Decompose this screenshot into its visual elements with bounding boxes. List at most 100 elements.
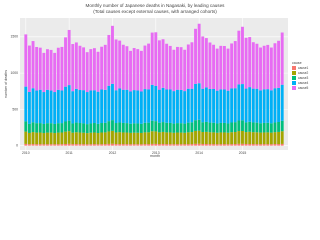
bar-segment	[157, 40, 161, 90]
legend-swatch	[292, 76, 296, 80]
bar-segment	[194, 130, 197, 144]
bar-segment	[67, 120, 71, 132]
bar-segment	[197, 130, 201, 144]
bar-segment	[49, 90, 53, 124]
bar-segment	[226, 48, 230, 91]
bar-segment	[64, 143, 67, 146]
legend-swatch	[292, 71, 296, 75]
bar-segment	[165, 144, 169, 146]
bar-segment	[121, 44, 125, 90]
bar-segment	[114, 90, 118, 124]
bar-segment	[248, 131, 252, 144]
bar-segment	[42, 123, 46, 134]
bar-segment	[103, 122, 107, 133]
bar-segment	[215, 132, 219, 145]
bar-segment	[255, 132, 259, 145]
y-axis-label: number of deaths	[4, 70, 8, 98]
bar-segment	[35, 123, 39, 133]
bar-segment	[64, 86, 67, 122]
bar-segment	[262, 45, 266, 90]
bar-segment	[150, 120, 154, 132]
bar-segment	[96, 91, 100, 124]
bar-segment	[27, 45, 31, 92]
bar-segment	[194, 143, 197, 146]
bar-segment	[237, 131, 241, 144]
bar-segment	[96, 123, 100, 134]
bar-segment	[194, 120, 197, 131]
x-tick-label: 2012	[109, 151, 117, 155]
bar-segment	[136, 123, 140, 133]
bar-segment	[201, 88, 205, 123]
bar-segment	[78, 90, 82, 124]
bar-segment	[132, 123, 136, 133]
bar-segment	[46, 89, 49, 124]
bar-segment	[85, 144, 89, 146]
bar-segment	[208, 144, 212, 146]
bar-segment	[251, 42, 255, 89]
bar-segment	[42, 144, 46, 146]
bar-segment	[56, 47, 60, 90]
bar-segment	[103, 89, 107, 123]
bar-segment	[237, 120, 241, 132]
bar-segment	[161, 143, 165, 146]
bar-segment	[143, 45, 147, 90]
bar-segment	[136, 90, 140, 124]
bar-segment	[262, 132, 266, 145]
bar-segment	[78, 144, 82, 146]
bar-segment	[219, 45, 223, 90]
chart: Monthly number of Japanese deaths in Nag…	[4, 3, 309, 158]
bar-segment	[190, 88, 194, 123]
bar-segment	[280, 143, 284, 146]
bar-segment	[139, 144, 143, 146]
bar-segment	[107, 143, 111, 146]
bar-segment	[35, 132, 39, 145]
bar-segment	[64, 121, 67, 132]
bar-segment	[168, 45, 172, 90]
bar-segment	[241, 143, 244, 146]
bar-segment	[125, 144, 129, 146]
bar-segment	[176, 123, 179, 133]
bar-segment	[46, 123, 49, 133]
bar-segment	[118, 144, 122, 146]
bar-segment	[154, 85, 158, 122]
bar-segment	[273, 132, 277, 145]
bar-segment	[74, 42, 78, 89]
bar-segment	[165, 122, 169, 133]
bar-segment	[277, 40, 281, 88]
bar-segment	[176, 89, 179, 124]
bar-segment	[31, 41, 35, 89]
legend-swatch	[292, 66, 296, 70]
bar-segment	[186, 88, 190, 123]
bar-segment	[31, 122, 35, 133]
bar-segment	[82, 132, 86, 145]
bar-segment	[125, 46, 129, 90]
bar-segment	[259, 132, 262, 145]
bar-segment	[269, 144, 273, 146]
bar-segment	[71, 91, 75, 124]
bar-segment	[266, 132, 270, 145]
bar-segment	[273, 88, 277, 123]
bar-segment	[139, 50, 143, 92]
bar-segment	[259, 144, 262, 146]
bar-segment	[233, 41, 237, 89]
bar-segment	[74, 88, 78, 123]
bar-segment	[74, 132, 78, 145]
x-tick-label: 2010	[22, 151, 30, 155]
bar-segment	[244, 122, 248, 133]
bar-segment	[56, 132, 60, 145]
bar-segment	[147, 122, 151, 133]
bar-segment	[154, 131, 158, 144]
bar-segment	[233, 88, 237, 123]
bar-segment	[233, 144, 237, 146]
bar-segment	[219, 144, 223, 146]
bar-segment	[204, 143, 208, 146]
bar-segment	[143, 144, 147, 146]
bar-segment	[269, 132, 273, 145]
bar-segment	[259, 90, 262, 124]
bar-segment	[241, 120, 244, 131]
bar-segment	[168, 144, 172, 146]
bar-segment	[280, 84, 284, 121]
x-tick-label: 2011	[65, 151, 72, 155]
bar-segment	[226, 144, 230, 146]
bar-segment	[38, 144, 42, 146]
